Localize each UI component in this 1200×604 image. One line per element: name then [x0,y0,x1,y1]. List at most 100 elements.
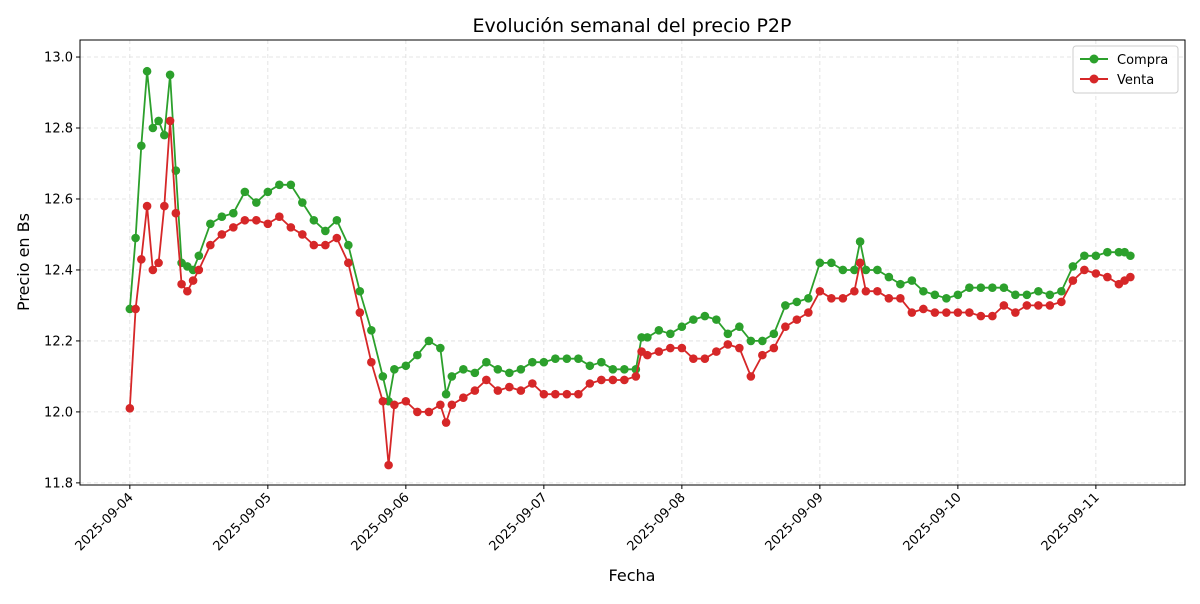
point-compra [505,368,514,378]
point-venta [712,347,721,356]
x-tick-label: 2025-09-10 [901,490,965,554]
point-compra [298,198,307,207]
point-compra [585,361,595,371]
point-compra [919,286,928,296]
point-venta [171,208,181,218]
point-compra [470,368,480,378]
point-venta [148,265,158,275]
point-venta [907,308,917,317]
point-compra [1126,251,1135,261]
y-tick-label: 12.0 [44,405,73,420]
point-compra [689,315,698,324]
y-axis-label: Precio en Bs [14,213,33,311]
point-compra [723,329,733,339]
point-compra [148,123,158,133]
legend: Compra Venta [1072,45,1179,94]
point-venta [815,286,825,296]
point-venta [309,240,319,250]
point-venta [1011,308,1020,317]
point-compra [436,343,445,353]
point-compra [165,70,175,80]
series-venta [125,116,1135,470]
point-venta [631,372,641,381]
point-venta [436,400,445,410]
x-tick-label: 2025-09-07 [487,490,551,554]
point-venta [275,212,284,222]
point-compra [332,215,342,225]
point-venta [321,240,330,250]
point-compra [1011,290,1020,300]
point-venta [850,286,859,296]
point-compra [861,265,871,275]
x-tick-label: 2025-09-06 [349,490,413,554]
point-venta [1080,265,1089,275]
point-compra [712,315,721,324]
point-compra [1022,290,1032,300]
point-compra [516,365,526,374]
point-venta [367,357,376,367]
point-compra [252,198,261,207]
point-compra [137,141,146,151]
point-compra [217,212,227,222]
point-venta [194,265,204,275]
point-compra [206,219,215,229]
point-compra [999,283,1009,292]
point-compra [942,294,951,303]
point-venta [551,389,560,399]
point-compra [884,272,894,282]
point-venta [884,294,894,303]
point-compra [850,265,859,275]
point-venta [930,308,940,317]
point-venta [654,347,664,356]
point-venta [597,375,606,385]
y-tick-label: 12.6 [44,192,73,207]
point-venta [183,286,192,296]
y-tick-label: 12.4 [44,263,73,278]
point-compra [447,372,457,381]
point-venta [896,294,905,303]
point-venta [1057,297,1066,307]
point-venta [384,460,393,470]
point-venta [735,343,744,353]
point-compra [390,365,399,374]
point-compra [229,208,238,218]
point-compra [953,290,963,300]
point-compra [700,311,710,321]
point-venta [263,219,273,229]
point-venta [441,418,451,427]
point-compra [620,365,629,374]
point-venta [160,201,169,211]
point-venta [781,322,790,332]
point-venta [608,375,618,385]
point-compra [1034,286,1043,296]
x-tick-label: 2025-09-08 [625,490,689,554]
y-tick-label: 11.8 [44,476,73,491]
point-venta [482,375,491,385]
point-venta [827,294,836,303]
grid [80,40,1185,485]
point-compra [459,365,468,374]
point-venta [1103,272,1112,282]
point-venta [137,255,146,264]
point-venta [861,286,871,296]
point-compra [321,226,330,236]
y-tick-label: 12.2 [44,334,73,349]
point-compra [355,286,365,296]
point-compra [988,283,997,292]
point-venta [1045,301,1055,310]
point-venta [666,343,675,353]
point-venta [447,400,457,410]
point-venta [424,407,434,417]
point-venta [1126,272,1135,282]
point-venta [700,354,710,363]
point-compra [976,283,986,292]
point-compra [194,251,204,261]
point-venta [942,308,951,317]
point-compra [286,180,296,190]
point-venta [165,116,175,126]
point-compra [654,325,664,335]
point-venta [804,308,813,317]
point-compra [758,336,767,346]
point-compra [367,325,376,335]
